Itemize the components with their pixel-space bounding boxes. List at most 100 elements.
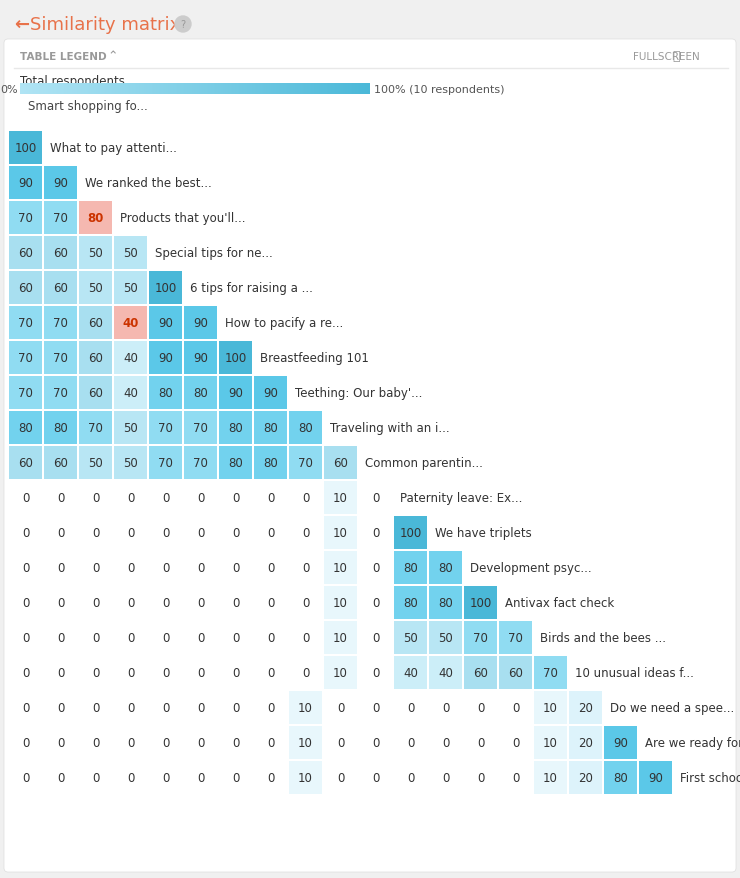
Bar <box>254 377 287 409</box>
Text: 60: 60 <box>18 457 33 470</box>
Bar <box>149 412 182 444</box>
Bar <box>353 84 354 95</box>
Text: 0: 0 <box>512 736 519 749</box>
Text: 0: 0 <box>162 527 169 539</box>
Text: 10: 10 <box>543 702 558 714</box>
Text: 0: 0 <box>127 666 134 680</box>
Bar <box>271 84 272 95</box>
Bar <box>219 342 252 375</box>
Bar <box>534 691 567 724</box>
Bar <box>179 84 180 95</box>
Bar <box>193 84 194 95</box>
Text: Breastfeeding 101: Breastfeeding 101 <box>260 351 369 364</box>
Bar <box>196 84 197 95</box>
Bar <box>355 84 356 95</box>
Bar <box>44 306 77 340</box>
Bar <box>44 237 77 270</box>
Bar <box>174 84 175 95</box>
Bar <box>324 551 357 585</box>
Bar <box>309 84 310 95</box>
Text: 80: 80 <box>298 421 313 435</box>
Bar <box>69 84 70 95</box>
Bar <box>330 84 331 95</box>
Text: 0: 0 <box>232 631 239 644</box>
Bar <box>79 84 80 95</box>
Bar <box>257 84 258 95</box>
Text: 80: 80 <box>438 596 453 609</box>
Text: 90: 90 <box>158 317 173 329</box>
Bar <box>73 84 74 95</box>
Bar <box>84 84 85 95</box>
Bar <box>175 84 176 95</box>
Bar <box>36 84 37 95</box>
Bar <box>44 447 77 479</box>
Text: 0: 0 <box>232 561 239 574</box>
Bar <box>184 377 217 409</box>
Text: 50: 50 <box>88 457 103 470</box>
Bar <box>342 84 343 95</box>
Bar <box>125 84 126 95</box>
Bar <box>44 412 77 444</box>
Text: 70: 70 <box>298 457 313 470</box>
Bar <box>333 84 334 95</box>
Text: 0: 0 <box>267 596 275 609</box>
Bar <box>245 84 246 95</box>
Bar <box>282 84 283 95</box>
Bar <box>131 84 132 95</box>
Bar <box>9 342 42 375</box>
Bar <box>335 84 336 95</box>
Bar <box>79 377 112 409</box>
Bar <box>394 587 427 619</box>
Bar <box>247 84 248 95</box>
Text: Teething: Our baby'...: Teething: Our baby'... <box>295 386 423 399</box>
Text: 0: 0 <box>57 492 64 505</box>
Text: 0: 0 <box>21 527 29 539</box>
Text: 0: 0 <box>21 702 29 714</box>
Bar <box>280 84 281 95</box>
Bar <box>230 84 231 95</box>
Bar <box>604 761 637 794</box>
Bar <box>132 84 133 95</box>
Bar <box>253 84 254 95</box>
Bar <box>83 84 84 95</box>
Bar <box>278 84 279 95</box>
Text: 60: 60 <box>88 351 103 364</box>
Bar <box>130 84 131 95</box>
Text: 70: 70 <box>88 421 103 435</box>
Text: 0: 0 <box>57 736 64 749</box>
Bar <box>87 84 88 95</box>
Bar <box>187 84 188 95</box>
Bar <box>242 84 243 95</box>
Bar <box>44 342 77 375</box>
Text: 10: 10 <box>333 527 348 539</box>
Bar <box>285 84 286 95</box>
Bar <box>145 84 146 95</box>
Text: ⌃: ⌃ <box>107 50 118 63</box>
Text: 0: 0 <box>162 561 169 574</box>
Bar <box>301 84 302 95</box>
Bar <box>297 84 298 95</box>
Bar <box>76 84 77 95</box>
Text: 0: 0 <box>232 736 239 749</box>
Bar <box>136 84 137 95</box>
Bar <box>176 84 177 95</box>
Bar <box>212 84 213 95</box>
Text: Development psyc...: Development psyc... <box>470 561 591 574</box>
Bar <box>167 84 168 95</box>
Bar <box>27 84 28 95</box>
Bar <box>322 84 323 95</box>
Bar <box>98 84 99 95</box>
Bar <box>275 84 276 95</box>
Bar <box>149 306 182 340</box>
Text: 0: 0 <box>197 561 204 574</box>
Bar <box>70 84 71 95</box>
Text: 90: 90 <box>193 351 208 364</box>
Bar <box>394 516 427 550</box>
Bar <box>222 84 223 95</box>
Text: ⤢: ⤢ <box>672 49 679 62</box>
Bar <box>61 84 62 95</box>
Bar <box>364 84 365 95</box>
Bar <box>206 84 207 95</box>
Bar <box>203 84 204 95</box>
Text: 0: 0 <box>371 771 379 784</box>
